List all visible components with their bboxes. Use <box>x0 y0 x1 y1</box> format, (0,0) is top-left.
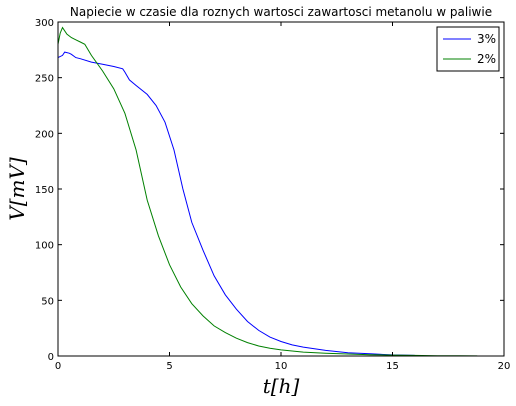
series-line-1 <box>57 26 478 357</box>
legend: 3%2% <box>436 26 500 72</box>
y-tick-label: 100 <box>35 241 54 252</box>
y-axis-label: V[mV] <box>5 157 29 221</box>
x-axis-label: t[h] <box>263 374 300 398</box>
y-tick-label: 300 <box>35 18 54 29</box>
chart-title: Napiecie w czasie dla roznych wartosci z… <box>70 5 492 19</box>
x-tick-label: 5 <box>166 361 172 372</box>
series-layer <box>57 26 478 357</box>
series-line-0 <box>57 51 415 356</box>
x-tick-label: 20 <box>498 361 511 372</box>
y-tick-label: 50 <box>41 296 54 307</box>
legend-label-0: 3% <box>477 32 496 46</box>
y-tick-label: 0 <box>48 352 54 363</box>
y-tick-label: 200 <box>35 129 54 140</box>
x-tick-label: 10 <box>275 361 288 372</box>
legend-box <box>436 26 500 72</box>
legend-label-1: 2% <box>477 52 496 66</box>
x-tick-label: 15 <box>386 361 399 372</box>
y-tick-label: 250 <box>35 74 54 85</box>
x-tick-label: 0 <box>55 361 61 372</box>
y-tick-label: 150 <box>35 185 54 196</box>
